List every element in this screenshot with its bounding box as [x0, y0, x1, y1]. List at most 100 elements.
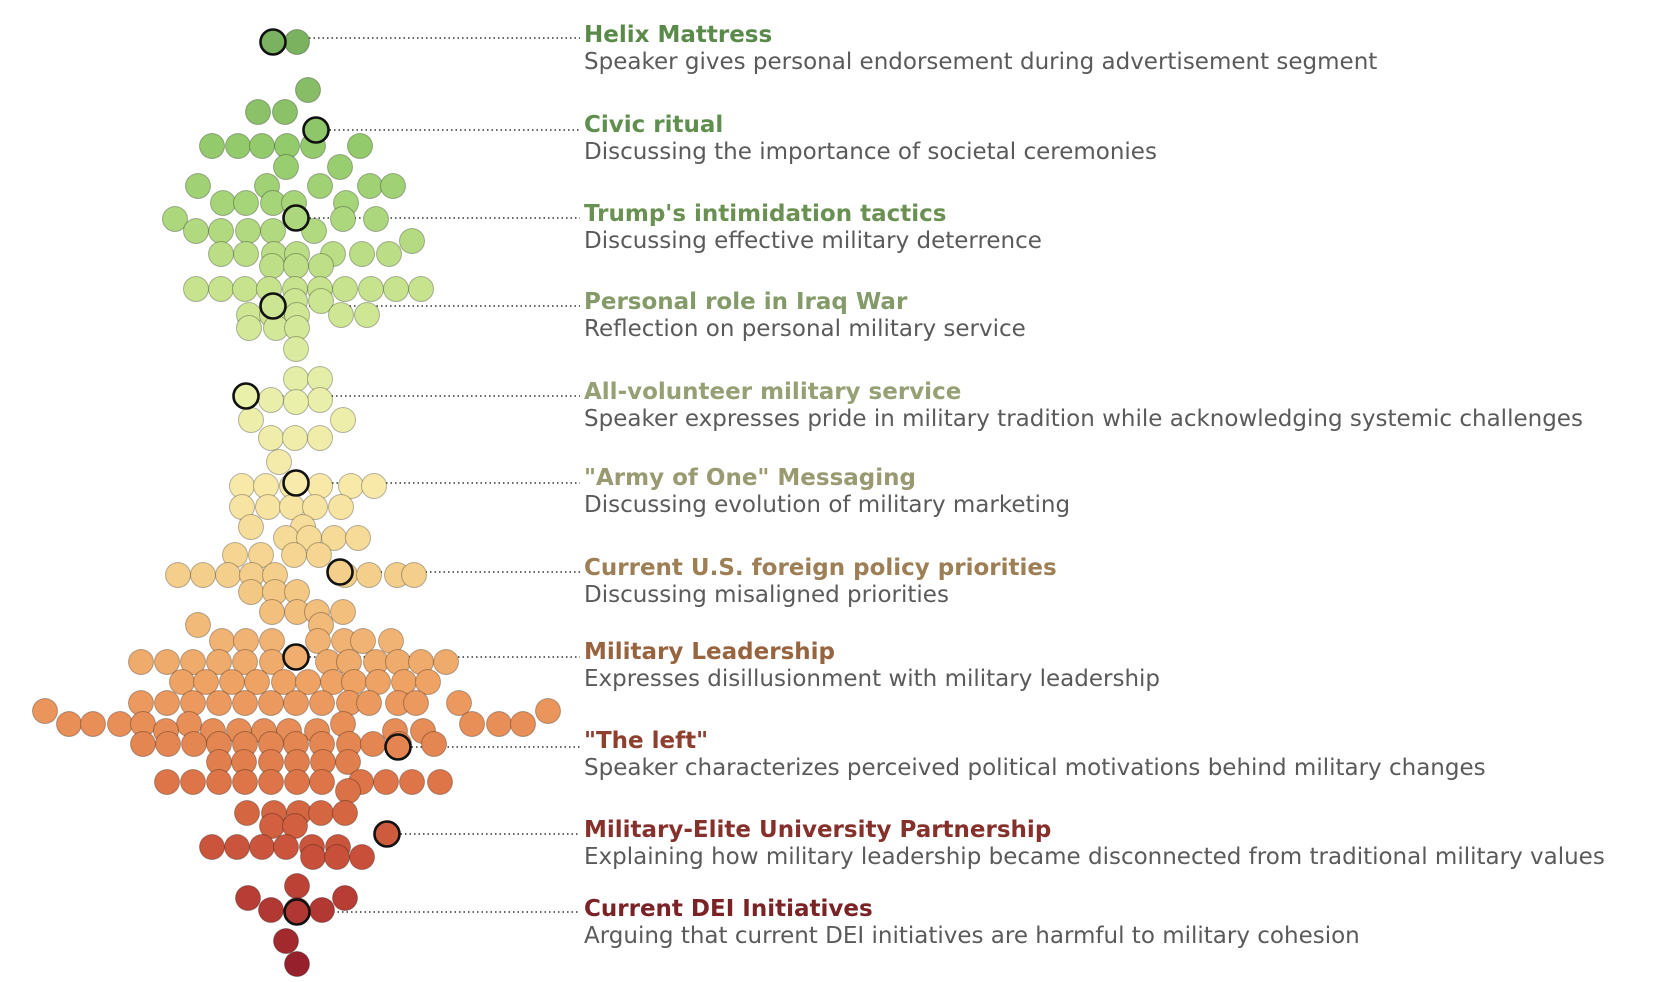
- swarm-dot: [273, 928, 299, 954]
- swarm-dot: [309, 897, 335, 923]
- swarm-dot: [208, 218, 234, 244]
- annotation-army-of-one[interactable]: "Army of One" Messaging Discussing evolu…: [584, 465, 1070, 519]
- swarm-dot: [232, 690, 258, 716]
- swarm-dot: [185, 612, 211, 638]
- swarm-dot: [206, 769, 232, 795]
- annotation-description: Speaker expresses pride in military trad…: [584, 406, 1583, 432]
- highlighted-dot[interactable]: [282, 204, 310, 232]
- swarm-dot: [234, 800, 260, 826]
- swarm-dot: [361, 473, 387, 499]
- swarm-dot: [260, 218, 286, 244]
- swarm-dot: [486, 711, 512, 737]
- swarm-dot: [349, 241, 375, 267]
- swarm-dot: [403, 690, 429, 716]
- annotation-foreign-policy[interactable]: Current U.S. foreign policy priorities D…: [584, 555, 1057, 609]
- swarm-dot: [335, 778, 361, 804]
- swarm-dot: [215, 562, 241, 588]
- annotation-title: Civic ritual: [584, 112, 724, 138]
- swarm-dot: [349, 844, 375, 870]
- swarm-dot: [208, 276, 234, 302]
- swarm-dot: [427, 769, 453, 795]
- swarm-dot: [328, 494, 354, 520]
- annotation-description: Discussing the importance of societal ce…: [584, 139, 1157, 165]
- swarm-dot: [249, 133, 275, 159]
- highlighted-dot[interactable]: [302, 116, 330, 144]
- annotation-description: Discussing evolution of military marketi…: [584, 492, 1071, 518]
- annotation-title: All-volunteer military service: [584, 379, 962, 405]
- swarm-dot: [284, 873, 310, 899]
- swarm-dot: [354, 302, 380, 328]
- swarm-dot: [224, 834, 250, 860]
- annotation-iraq-war[interactable]: Personal role in Iraq War Reflection on …: [584, 289, 1026, 343]
- annotation-title: Personal role in Iraq War: [584, 289, 908, 315]
- swarm-dot: [360, 731, 386, 757]
- highlighted-dot[interactable]: [232, 382, 260, 410]
- annotation-the-left[interactable]: "The left" Speaker characterizes perceiv…: [584, 728, 1486, 782]
- annotation-all-volunteer[interactable]: All-volunteer military service Speaker e…: [584, 379, 1583, 433]
- swarm-dot: [107, 711, 133, 737]
- swarm-dot: [421, 731, 447, 757]
- annotation-title: Military-Elite University Partnership: [584, 817, 1052, 843]
- annotation-military-leadership[interactable]: Military Leadership Expresses disillusio…: [584, 639, 1160, 693]
- annotation-helix-mattress[interactable]: Helix Mattress Speaker gives personal en…: [584, 22, 1377, 76]
- annotation-description: Discussing effective military deterrence: [584, 228, 1042, 254]
- annotation-description: Explaining how military leadership becam…: [584, 844, 1605, 870]
- highlighted-dot[interactable]: [283, 898, 311, 926]
- annotation-title: Current U.S. foreign policy priorities: [584, 555, 1057, 581]
- swarm-dot: [232, 769, 258, 795]
- annotation-elite-university[interactable]: Military-Elite University Partnership Ex…: [584, 817, 1605, 871]
- annotation-civic-ritual[interactable]: Civic ritual Discussing the importance o…: [584, 112, 1157, 166]
- swarm-dot: [183, 218, 209, 244]
- swarm-dot: [330, 206, 356, 232]
- highlighted-dot[interactable]: [259, 28, 287, 56]
- swarm-dot: [282, 425, 308, 451]
- swarm-dot: [165, 562, 191, 588]
- annotation-description: Speaker gives personal endorsement durin…: [584, 49, 1378, 75]
- annotation-title: "Army of One" Messaging: [584, 465, 916, 491]
- swarm-dot: [233, 190, 259, 216]
- swarm-dot: [356, 690, 382, 716]
- swarm-dot: [259, 599, 285, 625]
- swarm-dot: [510, 711, 536, 737]
- swarm-dot: [272, 99, 298, 125]
- swarm-dot: [245, 99, 271, 125]
- highlighted-dot[interactable]: [259, 292, 287, 320]
- highlighted-dot[interactable]: [373, 820, 401, 848]
- swarm-dot: [225, 133, 251, 159]
- swarm-dot: [302, 494, 328, 520]
- swarm-dot: [380, 173, 406, 199]
- swarm-dot: [258, 690, 284, 716]
- swarm-dot: [307, 425, 333, 451]
- swarm-dot: [330, 599, 356, 625]
- annotation-title: "The left": [584, 728, 709, 754]
- swarm-dot: [154, 690, 180, 716]
- swarm-dot: [233, 241, 259, 267]
- annotation-title: Military Leadership: [584, 639, 835, 665]
- swarm-dot: [236, 315, 262, 341]
- swarm-dot: [193, 669, 219, 695]
- swarm-dot: [358, 276, 384, 302]
- annotation-description: Arguing that current DEI initiatives are…: [584, 923, 1360, 949]
- swarm-dot: [266, 449, 292, 475]
- swarm-dot: [283, 366, 309, 392]
- swarm-dot: [154, 769, 180, 795]
- swarm-dot: [415, 669, 441, 695]
- annotation-dei-initiatives[interactable]: Current DEI Initiatives Arguing that cur…: [584, 896, 1360, 950]
- swarm-dot: [185, 173, 211, 199]
- swarm-dot: [235, 218, 261, 244]
- swarm-dot: [235, 885, 261, 911]
- highlighted-dot[interactable]: [282, 469, 310, 497]
- swarm-dot: [307, 173, 333, 199]
- highlighted-dot[interactable]: [282, 643, 310, 671]
- annotation-trump-intimidation[interactable]: Trump's intimidation tactics Discussing …: [584, 201, 1042, 255]
- swarm-dot: [300, 844, 326, 870]
- highlighted-dot[interactable]: [384, 733, 412, 761]
- swarm-dot: [332, 885, 358, 911]
- swarm-dot: [308, 800, 334, 826]
- swarm-dot: [446, 690, 472, 716]
- swarm-dot: [328, 302, 354, 328]
- swarm-dot: [56, 711, 82, 737]
- swarm-dot: [284, 769, 310, 795]
- highlighted-dot[interactable]: [326, 558, 354, 586]
- swarm-dot: [238, 579, 264, 605]
